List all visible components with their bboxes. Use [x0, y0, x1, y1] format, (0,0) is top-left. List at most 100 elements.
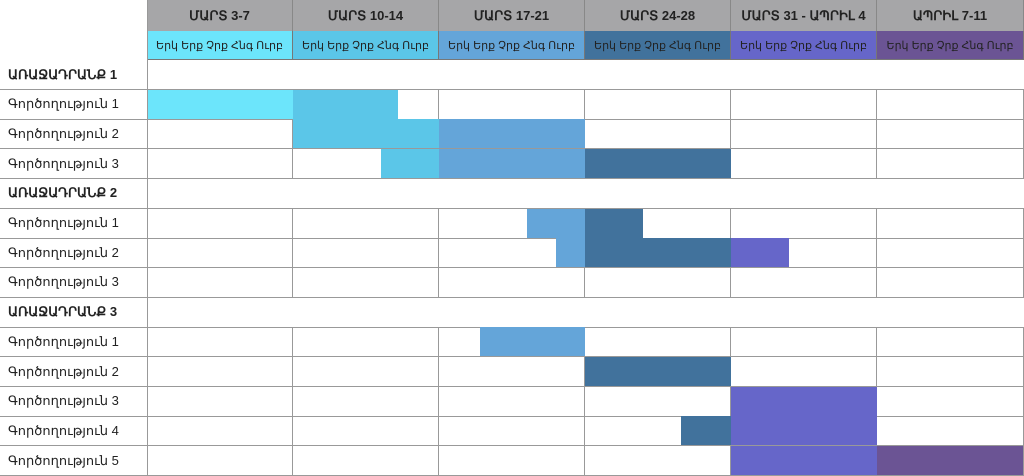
- task-row: [0, 119, 1024, 150]
- phase-label: ԱՌԱՋԱԴՐԱՆՔ 1: [8, 66, 118, 82]
- grid-cell: [293, 416, 439, 446]
- grid-cell: [293, 208, 439, 238]
- phase-row: [0, 179, 1024, 209]
- grid-cell: [731, 208, 877, 238]
- task-bar[interactable]: [731, 238, 790, 268]
- task-label: Գործողություն 1: [8, 215, 119, 230]
- task-label: Գործողություն 3: [8, 274, 119, 290]
- task-bar[interactable]: [731, 446, 877, 476]
- task-row: [0, 149, 1024, 180]
- grid-cell: [585, 208, 731, 238]
- grid-cell: [439, 357, 585, 386]
- task-label: Գործողություն 2: [8, 363, 119, 379]
- grid-cell: [293, 357, 439, 386]
- grid-cell: [293, 267, 439, 297]
- label-column-divider: [147, 0, 148, 476]
- task-label: Գործողություն 2: [8, 244, 119, 260]
- grid-cell: [731, 89, 877, 119]
- task-bar[interactable]: [585, 149, 731, 179]
- grid-cell: [585, 327, 731, 357]
- grid-cell: [293, 446, 439, 476]
- task-row: [0, 90, 1024, 120]
- task-bar[interactable]: [681, 416, 731, 446]
- task-row: [0, 238, 1024, 269]
- grid-cell: [585, 267, 731, 297]
- task-label: Գործողություն 5: [8, 452, 119, 468]
- week-header: ԱՊՐԻԼ 7-11: [877, 0, 1024, 31]
- task-label: Գործողություն 4: [8, 422, 119, 438]
- grid-cell: [147, 267, 293, 297]
- grid-cell: [731, 357, 877, 386]
- grid-cell: [293, 386, 439, 416]
- grid-cell: [147, 357, 293, 386]
- task-bar[interactable]: [877, 446, 1023, 476]
- task-bar[interactable]: [293, 119, 439, 149]
- task-label: Գործողություն 1: [8, 96, 119, 112]
- grid-cell: [877, 208, 1024, 238]
- grid-cell: [147, 416, 293, 446]
- week-header: ՄԱՐՏ 3-7: [147, 0, 293, 31]
- task-row: [0, 327, 1024, 358]
- task-bar[interactable]: [439, 119, 585, 149]
- week-days-row: Երկ Երք Չրք Հնգ Ուրբ: [147, 31, 293, 60]
- phase-label: ԱՌԱՋԱԴՐԱՆՔ 2: [8, 185, 118, 201]
- task-label: Գործողություն 3: [8, 393, 119, 409]
- grid-cell: [439, 386, 585, 416]
- grid-cell: [877, 357, 1024, 386]
- task-row: [0, 209, 1024, 239]
- task-bar[interactable]: [585, 208, 644, 238]
- week-days-row: Երկ Երք Չրք Հնգ Ուրբ: [731, 31, 877, 60]
- grid-cell: [877, 416, 1024, 446]
- grid-cell: [877, 119, 1024, 149]
- week-days-row: Երկ Երք Չրք Հնգ Ուրբ: [585, 31, 731, 60]
- grid-cell: [439, 89, 585, 119]
- task-bar[interactable]: [585, 238, 731, 268]
- phase-row: [0, 60, 1024, 90]
- grid-cell: [439, 267, 585, 297]
- grid-cell: [147, 327, 293, 357]
- task-label: Գործողություն 1: [8, 333, 119, 349]
- grid-cell: [147, 238, 293, 268]
- task-row: [0, 416, 1024, 447]
- grid-cell: [585, 386, 731, 416]
- task-bar[interactable]: [293, 89, 399, 119]
- task-bar[interactable]: [439, 149, 585, 179]
- week-days-row: Երկ Երք Չրք Հնգ Ուրբ: [439, 31, 585, 60]
- grid-cell: [147, 119, 293, 149]
- grid-cell: [731, 267, 877, 297]
- week-header: ՄԱՐՏ 31 - ԱՊՐԻԼ 4: [731, 0, 877, 31]
- task-bar[interactable]: [585, 357, 731, 386]
- task-row: [0, 357, 1024, 387]
- grid-cell: [585, 119, 731, 149]
- task-bar[interactable]: [380, 149, 439, 179]
- task-bar[interactable]: [147, 89, 293, 119]
- phase-label: ԱՌԱՋԱԴՐԱՆՔ 3: [8, 304, 118, 320]
- grid-cell: [439, 446, 585, 476]
- grid-cell: [293, 327, 439, 357]
- grid-cell: [147, 149, 293, 179]
- task-bar[interactable]: [526, 208, 585, 238]
- task-bar[interactable]: [731, 416, 877, 446]
- grid-cell: [731, 327, 877, 357]
- week-days-row: Երկ Երք Չրք Հնգ Ուրբ: [293, 31, 439, 60]
- grid-cell: [877, 238, 1024, 268]
- week-header: ՄԱՐՏ 17-21: [439, 0, 585, 31]
- grid-cell: [147, 208, 293, 238]
- grid-cell: [877, 327, 1024, 357]
- task-bar[interactable]: [731, 386, 877, 416]
- grid-cell: [585, 89, 731, 119]
- grid-cell: [877, 89, 1024, 119]
- grid-cell: [439, 416, 585, 446]
- phase-row: [0, 298, 1024, 328]
- grid-cell: [877, 267, 1024, 297]
- grid-cell: [731, 149, 877, 179]
- grid-cell: [731, 119, 877, 149]
- grid-cell: [147, 386, 293, 416]
- grid-cell: [293, 238, 439, 268]
- task-bar[interactable]: [479, 327, 585, 357]
- task-bar[interactable]: [555, 238, 585, 268]
- grid-cell: [585, 446, 731, 476]
- grid-cell: [877, 386, 1024, 416]
- week-header: ՄԱՐՏ 10-14: [293, 0, 439, 31]
- task-row: [0, 387, 1024, 417]
